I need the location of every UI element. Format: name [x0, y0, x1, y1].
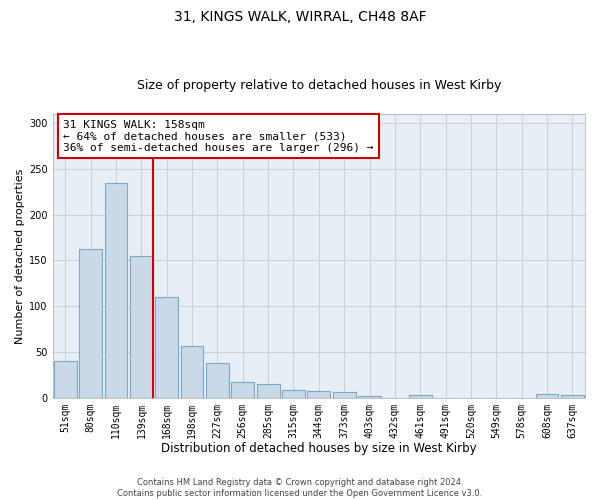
Bar [307, 392, 330, 398]
Bar [536, 394, 559, 398]
Bar [333, 392, 356, 398]
Bar [104, 182, 127, 398]
Bar [232, 382, 254, 398]
Bar [257, 384, 280, 398]
Bar [206, 363, 229, 398]
Text: 31, KINGS WALK, WIRRAL, CH48 8AF: 31, KINGS WALK, WIRRAL, CH48 8AF [173, 10, 427, 24]
Bar [358, 396, 381, 398]
Bar [561, 395, 584, 398]
Y-axis label: Number of detached properties: Number of detached properties [15, 168, 25, 344]
Text: Contains HM Land Registry data © Crown copyright and database right 2024.
Contai: Contains HM Land Registry data © Crown c… [118, 478, 482, 498]
Bar [282, 390, 305, 398]
X-axis label: Distribution of detached houses by size in West Kirby: Distribution of detached houses by size … [161, 442, 476, 455]
Bar [79, 248, 102, 398]
Text: 31 KINGS WALK: 158sqm
← 64% of detached houses are smaller (533)
36% of semi-det: 31 KINGS WALK: 158sqm ← 64% of detached … [63, 120, 374, 153]
Bar [155, 297, 178, 398]
Bar [130, 256, 153, 398]
Bar [54, 361, 77, 398]
Title: Size of property relative to detached houses in West Kirby: Size of property relative to detached ho… [137, 79, 501, 92]
Bar [409, 395, 431, 398]
Bar [181, 346, 203, 398]
